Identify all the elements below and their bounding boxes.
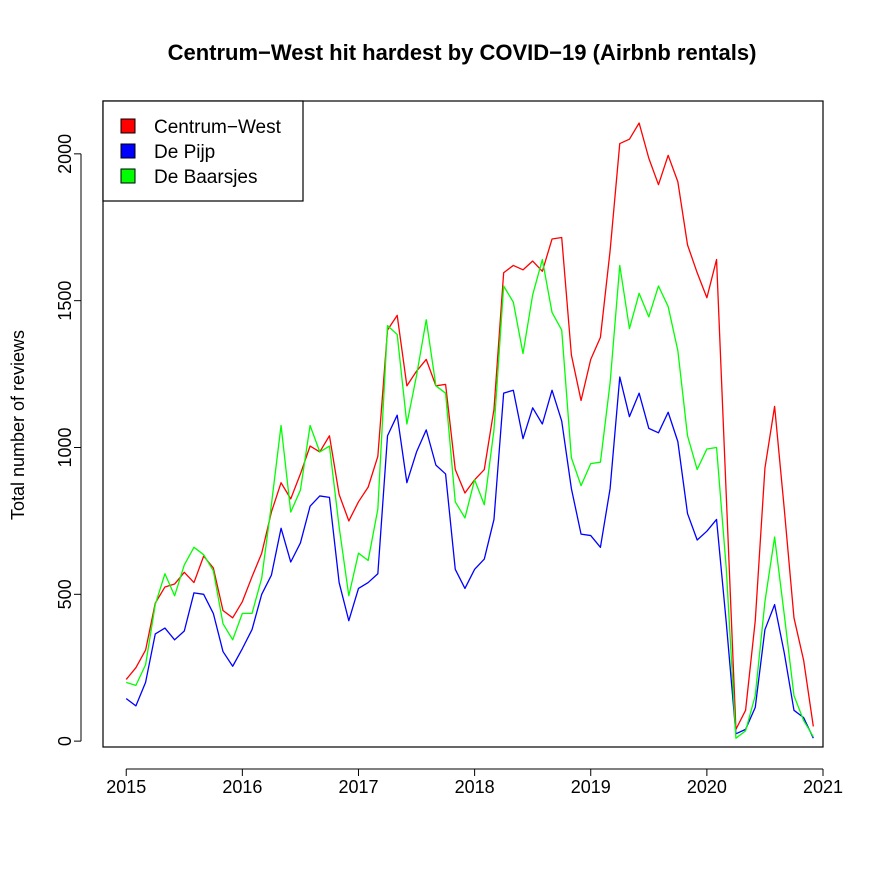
y-tick-label: 500 <box>55 579 75 609</box>
x-tick-label: 2015 <box>106 777 146 797</box>
x-tick-label: 2017 <box>338 777 378 797</box>
y-tick-label: 1500 <box>55 281 75 321</box>
y-axis-label: Total number of reviews <box>8 330 28 520</box>
plot-lines <box>125 122 814 739</box>
legend-label: Centrum−West <box>154 117 282 138</box>
series-line-0 <box>125 122 814 731</box>
x-tick-label: 2020 <box>687 777 727 797</box>
legend-swatch <box>120 168 136 184</box>
x-tick-label: 2018 <box>455 777 495 797</box>
plot-frame <box>102 100 824 748</box>
x-tick-label: 2021 <box>803 777 843 797</box>
chart-title: Centrum−West hit hardest by COVID−19 (Ai… <box>168 40 757 65</box>
x-tick-label: 2016 <box>222 777 262 797</box>
series-line-2 <box>126 258 814 739</box>
series-line-1 <box>125 376 814 739</box>
legend-label: De Pijp <box>154 142 215 163</box>
y-tick-label: 1000 <box>55 427 75 467</box>
legend-swatch <box>120 143 136 159</box>
x-axis: 2015 2016 2017 2018 2019 2020 2021 <box>106 768 843 797</box>
x-tick-label: 2019 <box>571 777 611 797</box>
legend-label: De Baarsjes <box>154 167 258 188</box>
y-tick-label: 2000 <box>55 134 75 174</box>
y-tick-label: 0 <box>55 736 75 746</box>
y-axis: 0 500 1000 1500 2000 <box>55 134 82 746</box>
legend-swatch <box>120 118 136 134</box>
legend-box <box>102 100 304 202</box>
legend: Centrum−West De Pijp De Baarsjes <box>102 100 304 202</box>
